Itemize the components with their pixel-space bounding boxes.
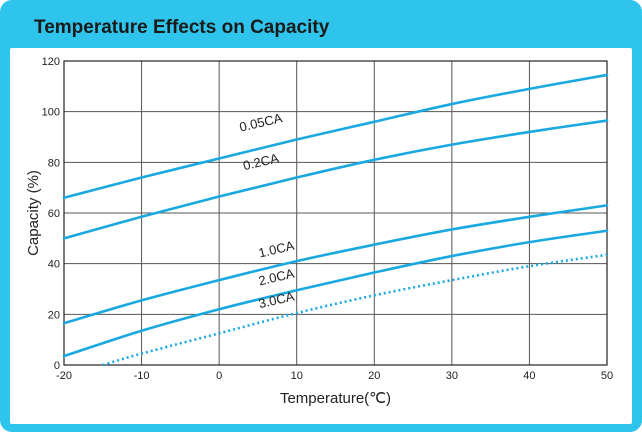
y-tick-label: 100 xyxy=(42,107,60,119)
x-tick-label: -20 xyxy=(56,370,72,382)
y-tick-label: 120 xyxy=(42,56,60,68)
curve-label-0.05CA: 0.05CA xyxy=(238,110,284,134)
chart-title: Temperature Effects on Capacity xyxy=(34,17,330,38)
series-line-3.0CA xyxy=(102,253,608,367)
y-tick-label: 80 xyxy=(48,157,60,169)
curve-label-0.2CA: 0.2CA xyxy=(242,150,281,173)
y-axis-label: Capacity (%) xyxy=(25,170,42,256)
series-line-2.0CA xyxy=(62,229,609,358)
x-tick-label: 20 xyxy=(368,370,380,382)
y-tick-label: 60 xyxy=(48,208,60,220)
series-line-0.05CA xyxy=(62,73,609,200)
y-tick-label: 0 xyxy=(54,360,60,372)
x-tick-label: 50 xyxy=(601,370,613,382)
y-tick-label: 20 xyxy=(48,309,60,321)
plot-frame xyxy=(63,60,608,366)
y-tick-label: 40 xyxy=(48,259,60,271)
x-tick-label: 0 xyxy=(216,370,222,382)
x-tick-label: 30 xyxy=(446,370,458,382)
curve-label-1.0CA: 1.0CA xyxy=(257,238,296,261)
series-line-1.0CA xyxy=(62,204,609,325)
x-tick-label: 40 xyxy=(523,370,535,382)
x-tick-label: -10 xyxy=(134,370,150,382)
x-tick-label: 10 xyxy=(291,370,303,382)
x-axis-label: Temperature(℃) xyxy=(280,390,391,407)
curve-label-3.0CA: 3.0CA xyxy=(257,288,296,311)
series-line-0.2CA xyxy=(62,119,609,240)
